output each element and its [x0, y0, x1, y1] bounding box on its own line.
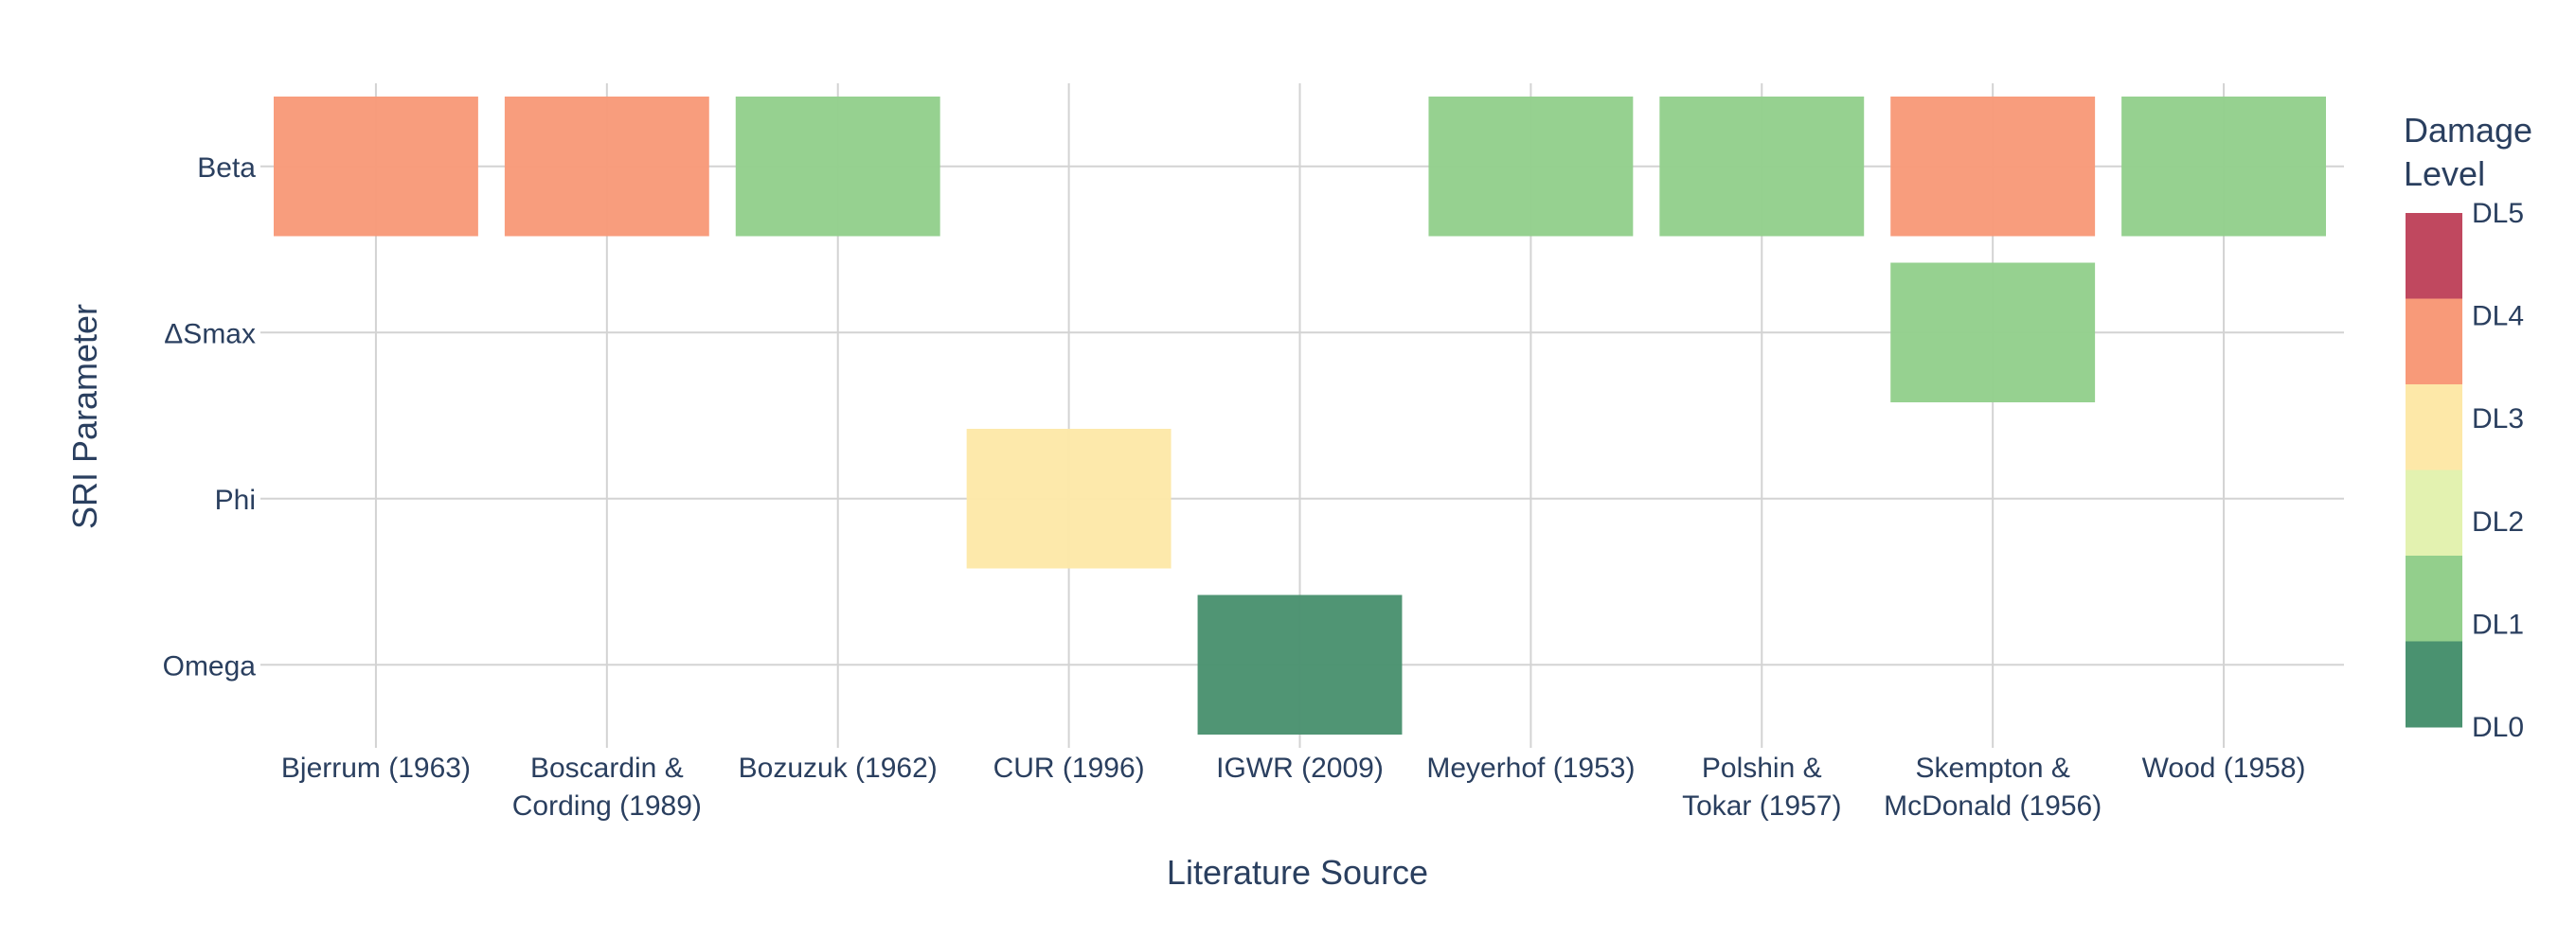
heatmap-cell	[1428, 97, 1634, 237]
heatmap-cell	[1890, 262, 2096, 402]
colorbar-tick-label: DL5	[2472, 198, 2524, 229]
x-tick-label: CUR (1996)	[993, 753, 1145, 784]
heatmap-cell	[274, 97, 478, 237]
heatmap-cell	[735, 97, 940, 237]
y-axis-title: SRI Parameter	[65, 304, 104, 529]
x-tick-label: Boscardin & Cording (1989)	[512, 753, 702, 822]
heatmap-cell	[504, 97, 709, 237]
x-axis-tick-labels: Bjerrum (1963) Boscardin & Cording (1989) B…	[281, 753, 2306, 822]
x-tick-label: Polshin & Tokar (1957)	[1682, 753, 1841, 822]
x-axis-title: Literature Source	[1167, 853, 1428, 892]
heatmap-cell	[1659, 97, 1865, 237]
colorbar-tick-label: DL3	[2472, 403, 2524, 435]
y-axis-tick-labels: Beta ΔSmax Phi Omega	[163, 152, 257, 683]
y-tick-label: Beta	[197, 152, 256, 184]
x-tick-label: IGWR (2009)	[1216, 753, 1384, 784]
heatmap-cell	[1197, 594, 1403, 735]
x-tick-label: Bjerrum (1963)	[281, 753, 471, 784]
x-tick-label: Skempton & McDonald (1956)	[1884, 753, 2102, 822]
colorbar-title: Damage Level	[2404, 111, 2532, 193]
heatmap-cells	[274, 97, 2326, 735]
x-tick-label: Bozuzuk (1962)	[739, 753, 938, 784]
colorbar-tick-label: DL1	[2472, 609, 2524, 640]
colorbar-segment	[2406, 556, 2462, 642]
colorbar-segment	[2406, 641, 2462, 728]
colorbar-tick-label: DL4	[2472, 301, 2524, 332]
y-tick-label: Omega	[163, 650, 257, 682]
colorbar-tick-label: DL2	[2472, 506, 2524, 538]
colorbar-segment	[2406, 298, 2462, 385]
colorbar-tick-label: DL0	[2472, 712, 2524, 743]
colorbar-segment	[2406, 213, 2462, 299]
heatmap-cell	[2121, 97, 2326, 237]
x-tick-label: Meyerhof (1953)	[1426, 753, 1635, 784]
colorbar-segment	[2406, 384, 2462, 470]
x-tick-label: Wood (1958)	[2142, 753, 2306, 784]
colorbar-segment	[2406, 470, 2462, 557]
colorbar: Damage Level DL5 DL4 DL3 DL2 DL1 DL0	[2404, 111, 2532, 743]
heatmap-cell	[1890, 97, 2096, 237]
y-tick-label: ΔSmax	[164, 318, 256, 349]
y-tick-label: Phi	[215, 485, 256, 516]
heatmap-cell	[966, 429, 1172, 569]
